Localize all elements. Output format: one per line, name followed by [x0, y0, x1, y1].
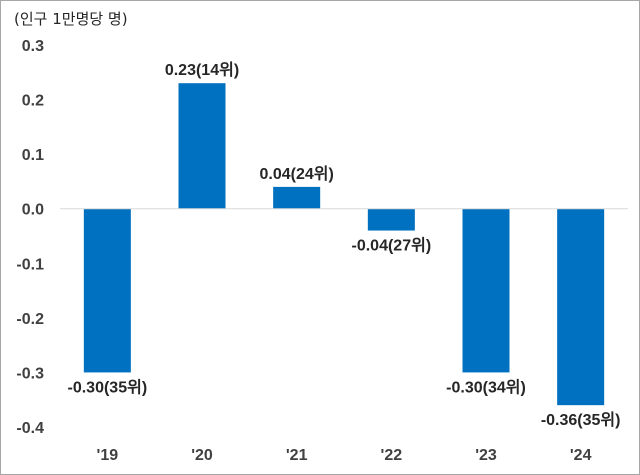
x-tick-label: '23 [475, 447, 497, 464]
bar [83, 208, 131, 373]
data-label: -0.30(35위) [68, 378, 148, 396]
y-tick-label: -0.1 [16, 256, 44, 273]
bars [83, 83, 605, 406]
y-tick-label: 0.2 [22, 93, 44, 110]
data-label: 0.23(14위) [165, 61, 239, 79]
y-axis-ticks: 0.3 0.2 0.1 0.0 -0.1 -0.2 -0.3 -0.4 [16, 38, 44, 437]
x-tick-label: '21 [286, 447, 308, 464]
y-tick-label: 0.0 [22, 202, 44, 219]
bar [273, 186, 321, 209]
data-label: 0.04(24위) [260, 165, 334, 183]
x-tick-label: '22 [381, 447, 403, 464]
unit-label: (인구 1만명당 명) [14, 10, 128, 28]
data-label: -0.36(35위) [541, 411, 621, 429]
y-tick-label: 0.3 [22, 38, 44, 55]
bar [367, 208, 415, 231]
data-label: -0.04(27위) [352, 237, 432, 255]
bar [557, 208, 605, 406]
bar [178, 83, 226, 209]
x-axis-ticks: '19 '20 '21 '22 '23 '24 [97, 447, 592, 464]
y-tick-label: -0.3 [16, 365, 44, 382]
y-tick-label: 0.1 [22, 147, 44, 164]
bar [462, 208, 510, 373]
data-label: -0.30(34위) [446, 378, 526, 396]
x-tick-label: '24 [570, 447, 592, 464]
data-labels: -0.30(35위) 0.23(14위) 0.04(24위) -0.04(27위) -0… [68, 61, 621, 429]
x-tick-label: '20 [191, 447, 213, 464]
x-tick-label: '19 [97, 447, 119, 464]
y-tick-label: -0.2 [16, 311, 44, 328]
y-tick-label: -0.4 [16, 420, 44, 437]
